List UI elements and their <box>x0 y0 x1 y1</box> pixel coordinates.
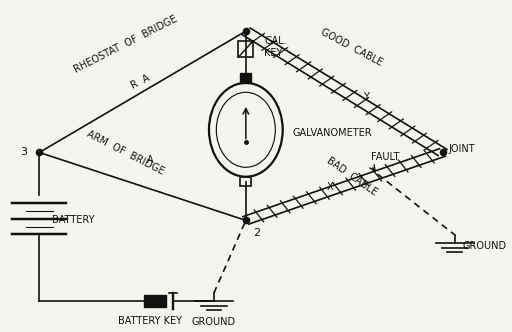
Text: GAL.: GAL. <box>264 37 287 46</box>
Text: KEY: KEY <box>264 48 283 58</box>
Text: JOINT: JOINT <box>449 143 475 154</box>
Text: RHEOSTAT  OF  BRIDGE: RHEOSTAT OF BRIDGE <box>72 14 179 75</box>
Text: GOOD  CABLE: GOOD CABLE <box>319 28 384 68</box>
Text: FAULT: FAULT <box>371 152 400 162</box>
Text: GALVANOMETER: GALVANOMETER <box>292 128 372 138</box>
Ellipse shape <box>209 83 283 177</box>
Text: BATTERY: BATTERY <box>52 215 94 225</box>
Text: GROUND: GROUND <box>462 241 506 251</box>
Text: BAD  CABLE: BAD CABLE <box>325 156 378 198</box>
Text: A: A <box>146 155 153 165</box>
Text: GROUND: GROUND <box>192 317 236 327</box>
Text: ARM  OF  BRIDGE: ARM OF BRIDGE <box>85 129 166 177</box>
Bar <box>241 73 251 83</box>
Bar <box>241 177 251 187</box>
Text: BATTERY KEY: BATTERY KEY <box>118 316 182 326</box>
Text: X: X <box>327 182 334 192</box>
Bar <box>144 295 166 307</box>
Text: 2: 2 <box>253 228 260 238</box>
Text: R  A: R A <box>129 73 151 91</box>
Text: Y: Y <box>364 92 369 103</box>
Bar <box>239 41 253 57</box>
Text: 3: 3 <box>20 147 27 157</box>
